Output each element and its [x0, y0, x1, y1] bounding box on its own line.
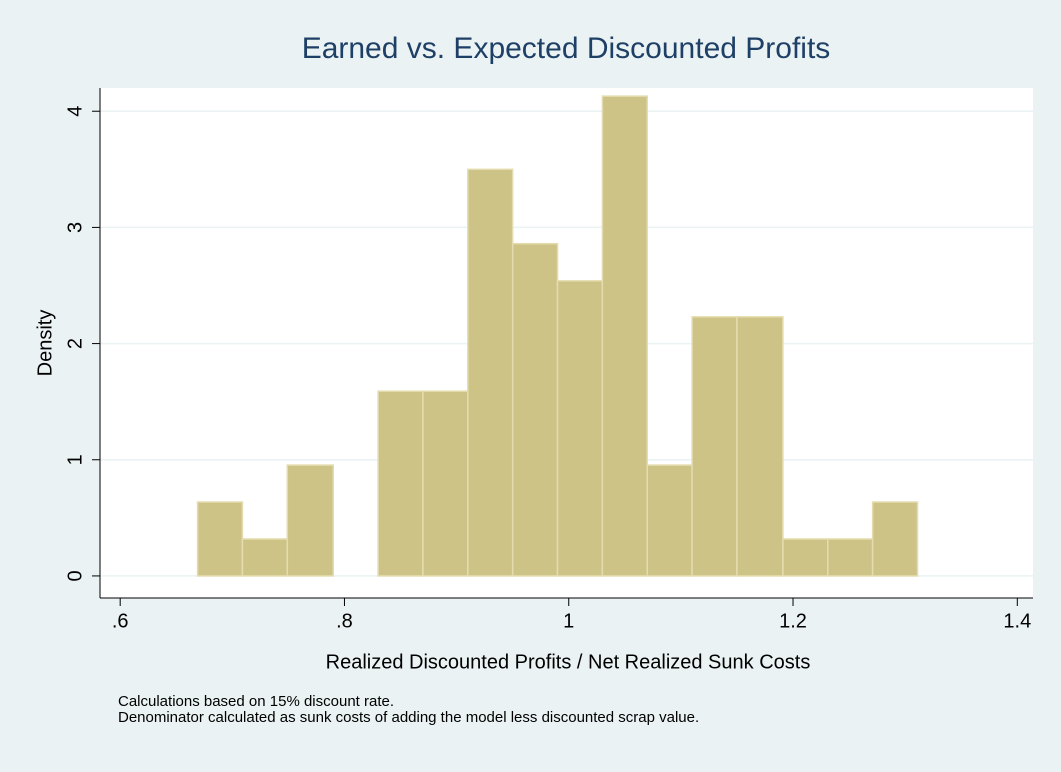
x-tick-label: 1	[563, 610, 574, 632]
bar	[241, 538, 289, 577]
bar	[736, 316, 784, 577]
y-tick-label: 3	[64, 222, 86, 233]
bar	[782, 538, 829, 577]
y-tick-label: 2	[64, 338, 86, 349]
bars	[196, 95, 919, 577]
bar	[646, 464, 693, 577]
bar	[196, 501, 244, 577]
bar	[601, 95, 648, 577]
x-tick-label: .8	[336, 610, 353, 632]
x-tick-label: 1.2	[779, 610, 807, 632]
bar	[286, 464, 334, 577]
x-tick-label: .6	[112, 610, 129, 632]
bar	[556, 280, 604, 577]
bar	[511, 242, 559, 577]
bar	[377, 390, 424, 577]
y-tick-label: 4	[64, 106, 86, 117]
bar	[422, 390, 469, 577]
bar	[691, 316, 738, 577]
y-axis-label: Density	[34, 310, 56, 377]
bar	[827, 538, 874, 577]
x-tick-label: 1.4	[1003, 610, 1031, 632]
x-axis-label: Realized Discounted Profits / Net Realiz…	[326, 651, 811, 673]
bar	[467, 168, 514, 577]
y-tick-label: 0	[64, 570, 86, 581]
y-tick-label: 1	[64, 454, 86, 465]
bar	[871, 501, 919, 577]
note: Denominator calculated as sunk costs of …	[118, 709, 699, 726]
note: Calculations based on 15% discount rate.	[118, 693, 394, 710]
chart-title: Earned vs. Expected Discounted Profits	[302, 32, 831, 65]
